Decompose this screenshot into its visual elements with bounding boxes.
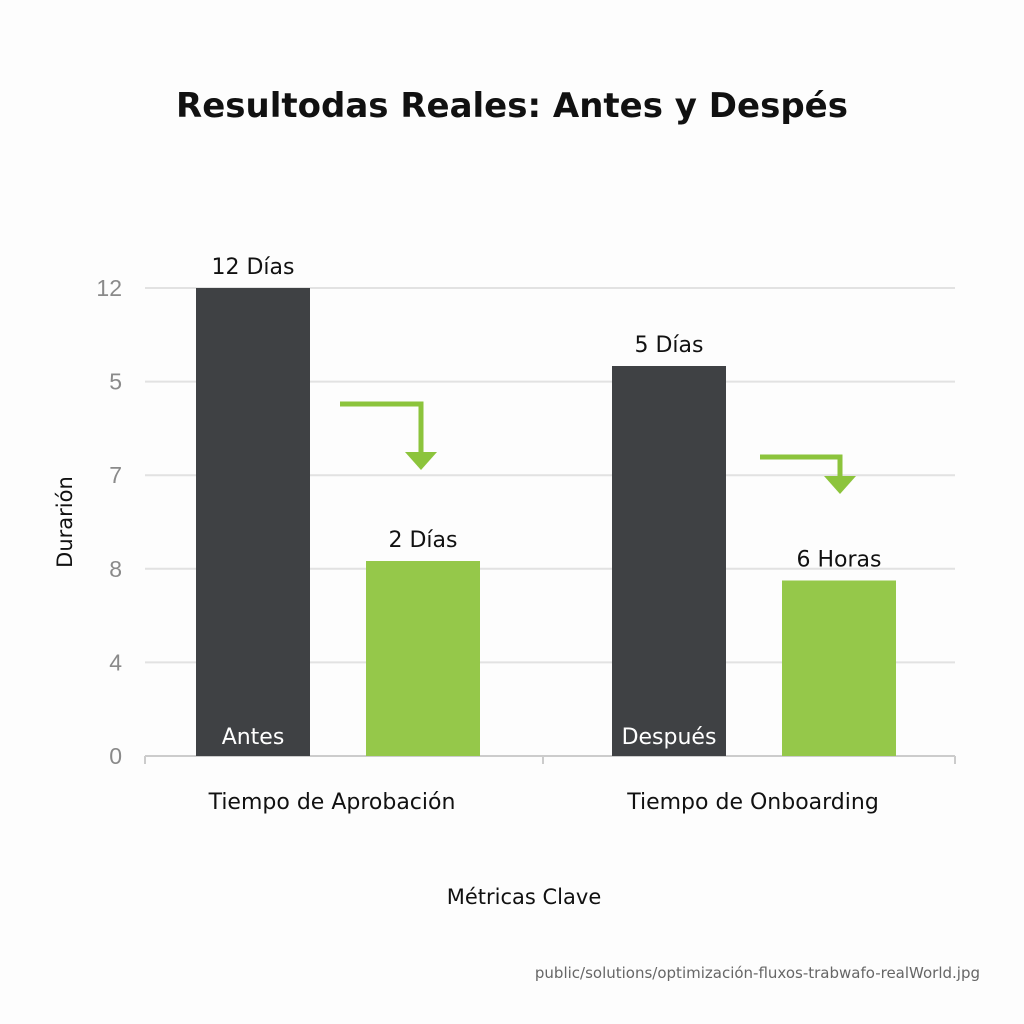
y-tick-label: 4	[109, 649, 122, 675]
arrow-shaft	[760, 454, 843, 478]
decrease-arrow-aprobacion	[340, 401, 437, 470]
y-tick-label: 12	[96, 275, 122, 301]
x-axis-title: Métricas Clave	[447, 885, 602, 909]
chart-title: Resultodas Reales: Antes y Despés	[176, 86, 848, 126]
arrows	[340, 401, 856, 494]
bars: 12 Días Antes 2 Días 5 Días Después 6 Horas	[196, 255, 896, 756]
bar-value-label: 6 Horas	[797, 548, 882, 573]
bar-value-label: 2 Días	[389, 528, 458, 553]
bar-value-label: 5 Días	[635, 333, 704, 358]
bar-after-1	[366, 561, 480, 756]
decrease-arrow-onboarding	[760, 454, 856, 494]
category-label-onboarding: Tiempo de Onboarding	[626, 790, 879, 815]
arrow-shaft	[340, 401, 424, 454]
y-tick-label: 5	[109, 369, 122, 395]
bar-before-2	[612, 366, 726, 756]
footer-file-path: public/solutions/optimización-fluxos-tra…	[535, 964, 980, 982]
y-tick-label: 0	[109, 743, 122, 769]
y-tick-label: 8	[109, 556, 122, 582]
bar-value-label: 12 Días	[212, 255, 295, 280]
arrow-head	[405, 452, 437, 470]
y-tick-label: 7	[109, 462, 122, 488]
bar-after-3	[782, 580, 896, 756]
bar-inside-label: Después	[622, 725, 717, 750]
category-label-aprobacion: Tiempo de Aprobación	[208, 790, 456, 815]
arrow-head	[824, 476, 856, 494]
bar-before-0	[196, 288, 310, 756]
bar-inside-label: Antes	[222, 725, 285, 750]
y-axis-title: Durarión	[53, 476, 77, 568]
